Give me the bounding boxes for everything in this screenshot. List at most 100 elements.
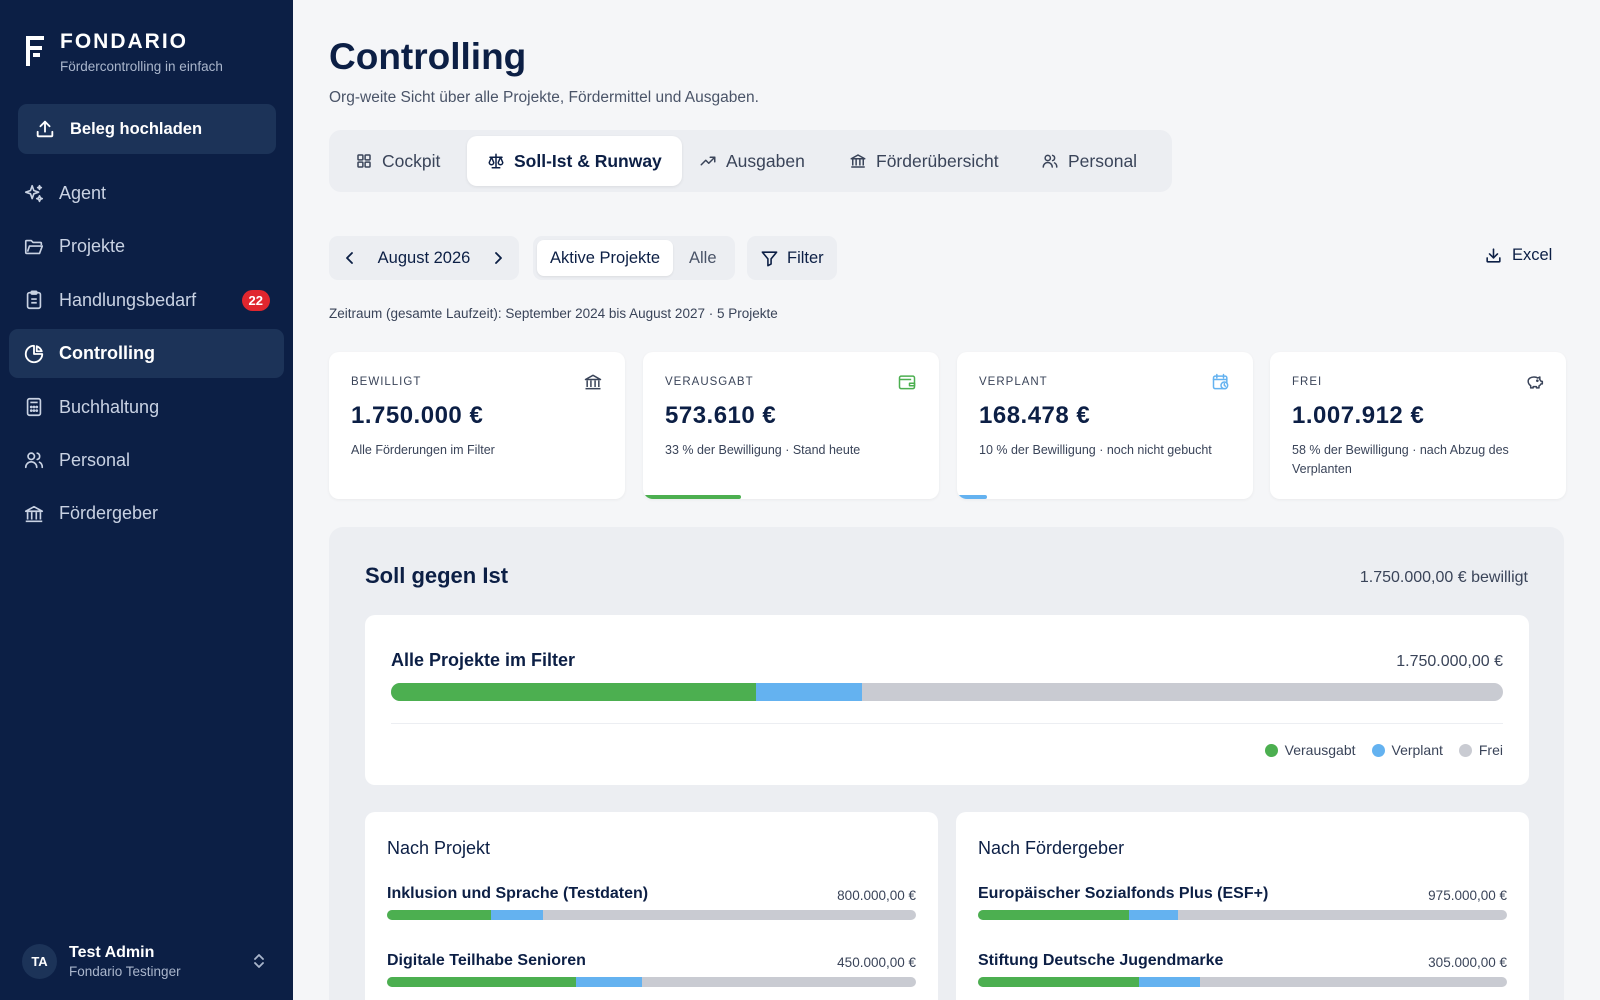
piggy-bank-icon — [1527, 376, 1544, 389]
download-icon — [1486, 248, 1501, 263]
kpi-card-frei: FREI 1.007.912 € 58 % der Bewilligung · … — [1270, 352, 1566, 499]
kpi-label: VERPLANT — [979, 376, 1048, 388]
tab-soll-ist-runway[interactable]: Soll-Ist & Runway — [467, 136, 682, 186]
sidebar-item-label: Projekte — [59, 236, 126, 257]
sidebar-item-controlling[interactable]: Controlling — [9, 329, 284, 379]
row-name: Europäischer Sozialfonds Plus (ESF+) — [978, 885, 1269, 902]
filter-button[interactable]: Filter — [747, 236, 837, 280]
bar-segment-spent — [387, 910, 492, 920]
brand[interactable]: FONDARIO Fördercontrolling in einfach — [24, 30, 223, 74]
by-project-title: Nach Projekt — [387, 838, 491, 858]
soll-ist-panel: Soll gegen Ist 1.750.000,00 € bewilligt … — [329, 527, 1564, 1000]
panel-title: Soll gegen Ist — [365, 563, 509, 588]
bar-segment-spent — [978, 910, 1130, 920]
project-scope-toggle: Aktive Projekte Alle — [533, 236, 735, 280]
bar-segment-spent — [978, 977, 1140, 987]
all-projects-value: 1.750.000,00 € — [1396, 653, 1503, 670]
page-title: Controlling — [329, 36, 527, 77]
action-count-badge: 22 — [241, 289, 270, 311]
row-name: Stiftung Deutsche Jugendmarke — [978, 952, 1224, 969]
list-item[interactable]: Europäischer Sozialfonds Plus (ESF+) 975… — [978, 885, 1507, 925]
chevron-right-icon[interactable] — [491, 251, 505, 265]
sidebar-item-agent[interactable]: Agent — [9, 169, 284, 218]
kpi-value: 573.610 € — [665, 402, 777, 429]
bar-segment-planned — [1139, 977, 1200, 987]
kpi-progress-bar — [957, 495, 987, 499]
kpi-note: Alle Förderungen im Filter — [351, 443, 495, 457]
row-bar — [387, 910, 916, 920]
list-item[interactable]: Inklusion und Sprache (Testdaten) 800.00… — [387, 885, 916, 925]
bar-segment-spent — [387, 977, 577, 987]
upload-receipt-label: Beleg hochladen — [70, 119, 203, 138]
row-value: 450.000,00 € — [837, 955, 916, 970]
legend-item-spent: Verausgabt — [1264, 742, 1356, 758]
row-value: 800.000,00 € — [837, 888, 916, 903]
brand-tagline: Fördercontrolling in einfach — [60, 59, 223, 74]
controlling-tabs: Cockpit Soll-Ist & Runway Ausgaben Förde… — [329, 130, 1172, 192]
kpi-card-bewilligt: BEWILLIGT 1.750.000 € Alle Förderungen i… — [329, 352, 625, 499]
tab-label: Soll-Ist & Runway — [514, 150, 662, 171]
filter-label: Filter — [787, 248, 824, 267]
row-name: Inklusion und Sprache (Testdaten) — [387, 885, 649, 902]
bar-segment-planned — [491, 910, 543, 920]
row-bar — [978, 977, 1507, 987]
scale-icon — [488, 153, 504, 169]
trend-up-icon — [700, 156, 716, 166]
excel-export-button[interactable]: Excel — [1484, 246, 1552, 265]
bar-segment-spent — [391, 683, 756, 701]
list-item[interactable]: Digitale Teilhabe Senioren 450.000,00 € — [387, 952, 916, 992]
upload-receipt-button[interactable]: Beleg hochladen — [18, 104, 276, 154]
list-item[interactable]: Stiftung Deutsche Jugendmarke 305.000,00… — [978, 952, 1507, 992]
kpi-value: 1.007.912 € — [1292, 402, 1425, 429]
all-projects-bar — [391, 683, 1503, 701]
bar-segment-planned — [755, 683, 863, 701]
kpi-label: FREI — [1292, 376, 1323, 388]
tab-foerderuebersicht[interactable]: Förderübersicht — [829, 136, 1019, 186]
sidebar-item-buchhaltung[interactable]: Buchhaltung — [9, 383, 284, 432]
sidebar-item-projekte[interactable]: Projekte — [9, 222, 284, 271]
tab-ausgaben[interactable]: Ausgaben — [679, 136, 825, 186]
kpi-note: 10 % der Bewilligung · noch nicht gebuch… — [979, 443, 1212, 457]
user-menu[interactable]: TA Test Admin Fondario Testinger — [22, 944, 274, 979]
sidebar-item-personal[interactable]: Personal — [9, 436, 284, 485]
scope-all-button[interactable]: Alle — [689, 248, 717, 267]
kpi-note: 33 % der Bewilligung · Stand heute — [665, 443, 861, 457]
tab-personal[interactable]: Personal — [1021, 136, 1157, 186]
users-icon — [1042, 154, 1058, 168]
kpi-value: 1.750.000 € — [351, 402, 484, 429]
tab-cockpit[interactable]: Cockpit — [335, 136, 460, 186]
clipboard-icon — [26, 290, 42, 310]
calculator-icon — [26, 397, 42, 417]
panel-total: 1.750.000,00 € bewilligt — [1359, 569, 1528, 586]
period-info: Zeitraum (gesamte Laufzeit): September 2… — [329, 306, 778, 321]
row-bar — [387, 977, 916, 987]
pie-chart-icon — [24, 344, 44, 363]
sidebar-item-label: Controlling — [59, 343, 155, 364]
kpi-label: VERAUSGABT — [665, 376, 754, 388]
legend-dot-spent — [1264, 743, 1278, 757]
chevron-left-icon[interactable] — [343, 251, 357, 265]
divider — [391, 723, 1503, 724]
legend-dot-free — [1458, 743, 1472, 757]
bank-icon — [24, 505, 44, 523]
upload-icon — [36, 120, 54, 138]
folder-icon — [24, 239, 44, 255]
kpi-label: BEWILLIGT — [351, 376, 422, 388]
row-value: 305.000,00 € — [1428, 955, 1507, 970]
kpi-card-verplant: VERPLANT 168.478 € 10 % der Bewilligung … — [957, 352, 1253, 499]
sidebar-item-foerdergeber[interactable]: Fördergeber — [9, 489, 284, 538]
user-org: Fondario Testinger — [69, 964, 181, 979]
sidebar-item-label: Fördergeber — [59, 503, 159, 524]
row-value: 975.000,00 € — [1428, 888, 1507, 903]
sidebar-item-label: Personal — [59, 449, 131, 470]
scope-active-button[interactable]: Aktive Projekte — [537, 240, 674, 276]
legend-dot-planned — [1371, 743, 1385, 757]
sidebar-nav: Agent Projekte Handlungsbedarf 22 Contro… — [9, 169, 284, 543]
bank-icon — [584, 374, 602, 390]
wallet-icon — [898, 375, 916, 390]
sidebar: FONDARIO Fördercontrolling in einfach Be… — [0, 0, 293, 1000]
sidebar-item-handlungsbedarf[interactable]: Handlungsbedarf 22 — [9, 276, 284, 325]
bar-segment-planned — [1129, 910, 1178, 920]
all-projects-card: Alle Projekte im Filter 1.750.000,00 € V… — [365, 615, 1529, 785]
legend-label: Verplant — [1391, 742, 1443, 758]
